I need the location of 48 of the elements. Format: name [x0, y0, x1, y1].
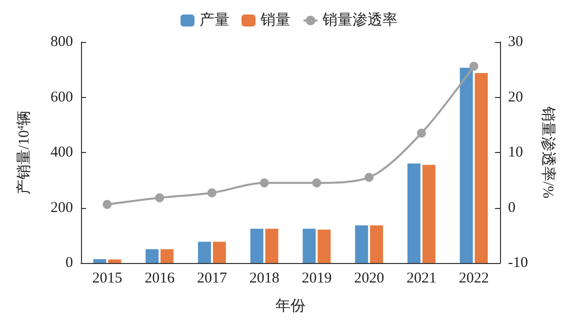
- y-tick-label: 0: [66, 255, 73, 271]
- bar: [250, 228, 264, 263]
- legend-label: 销量渗透率: [322, 12, 398, 28]
- point: [102, 200, 112, 209]
- bar: [422, 164, 436, 263]
- point: [260, 178, 269, 188]
- x-tick-label: 2015: [92, 270, 122, 286]
- bar: [108, 259, 122, 263]
- bar: [370, 225, 384, 263]
- bar: [198, 242, 211, 263]
- bar: [146, 249, 159, 263]
- y-tick-label: 200: [50, 200, 73, 216]
- x-tick-label: 2021: [406, 270, 436, 286]
- point: [312, 178, 322, 188]
- point: [207, 188, 216, 198]
- bar: [212, 242, 226, 263]
- bar: [265, 228, 278, 263]
- y-tick-label: 600: [50, 89, 73, 106]
- point: [155, 193, 164, 202]
- y-tick-label: 800: [50, 34, 73, 50]
- bar: [474, 72, 488, 263]
- x-tick-label: 2020: [354, 270, 384, 286]
- x-tick-label: 2017: [196, 270, 228, 286]
- y2-axis-title: 销量渗透率/%: [540, 106, 556, 198]
- bar: [407, 164, 420, 263]
- point: [469, 62, 478, 71]
- y2-tick-label: 20: [508, 89, 523, 106]
- y2-tick-label: 10: [508, 144, 523, 160]
- point: [416, 128, 426, 138]
- legend-label: 产量: [200, 12, 230, 28]
- y-axis-title: 产销量/104辆: [16, 110, 32, 194]
- y2-tick-label: 0: [508, 200, 516, 216]
- x-tick-label: 2018: [249, 270, 280, 286]
- bar: [460, 68, 473, 263]
- x-tick-label: 2016: [144, 270, 176, 286]
- bar: [318, 230, 331, 263]
- y2-tick-label: -10: [508, 255, 528, 271]
- bar: [93, 259, 106, 263]
- bar: [302, 228, 316, 263]
- y2-tick-label: 30: [508, 34, 523, 50]
- x-axis-title: 年份: [276, 298, 306, 314]
- legend-label: 销量: [260, 12, 290, 28]
- y-tick-label: 400: [50, 144, 73, 160]
- x-tick-label: 2022: [458, 270, 489, 286]
- x-tick-label: 2019: [302, 270, 332, 286]
- bar: [160, 249, 174, 263]
- bar: [355, 225, 368, 263]
- point: [364, 172, 374, 182]
